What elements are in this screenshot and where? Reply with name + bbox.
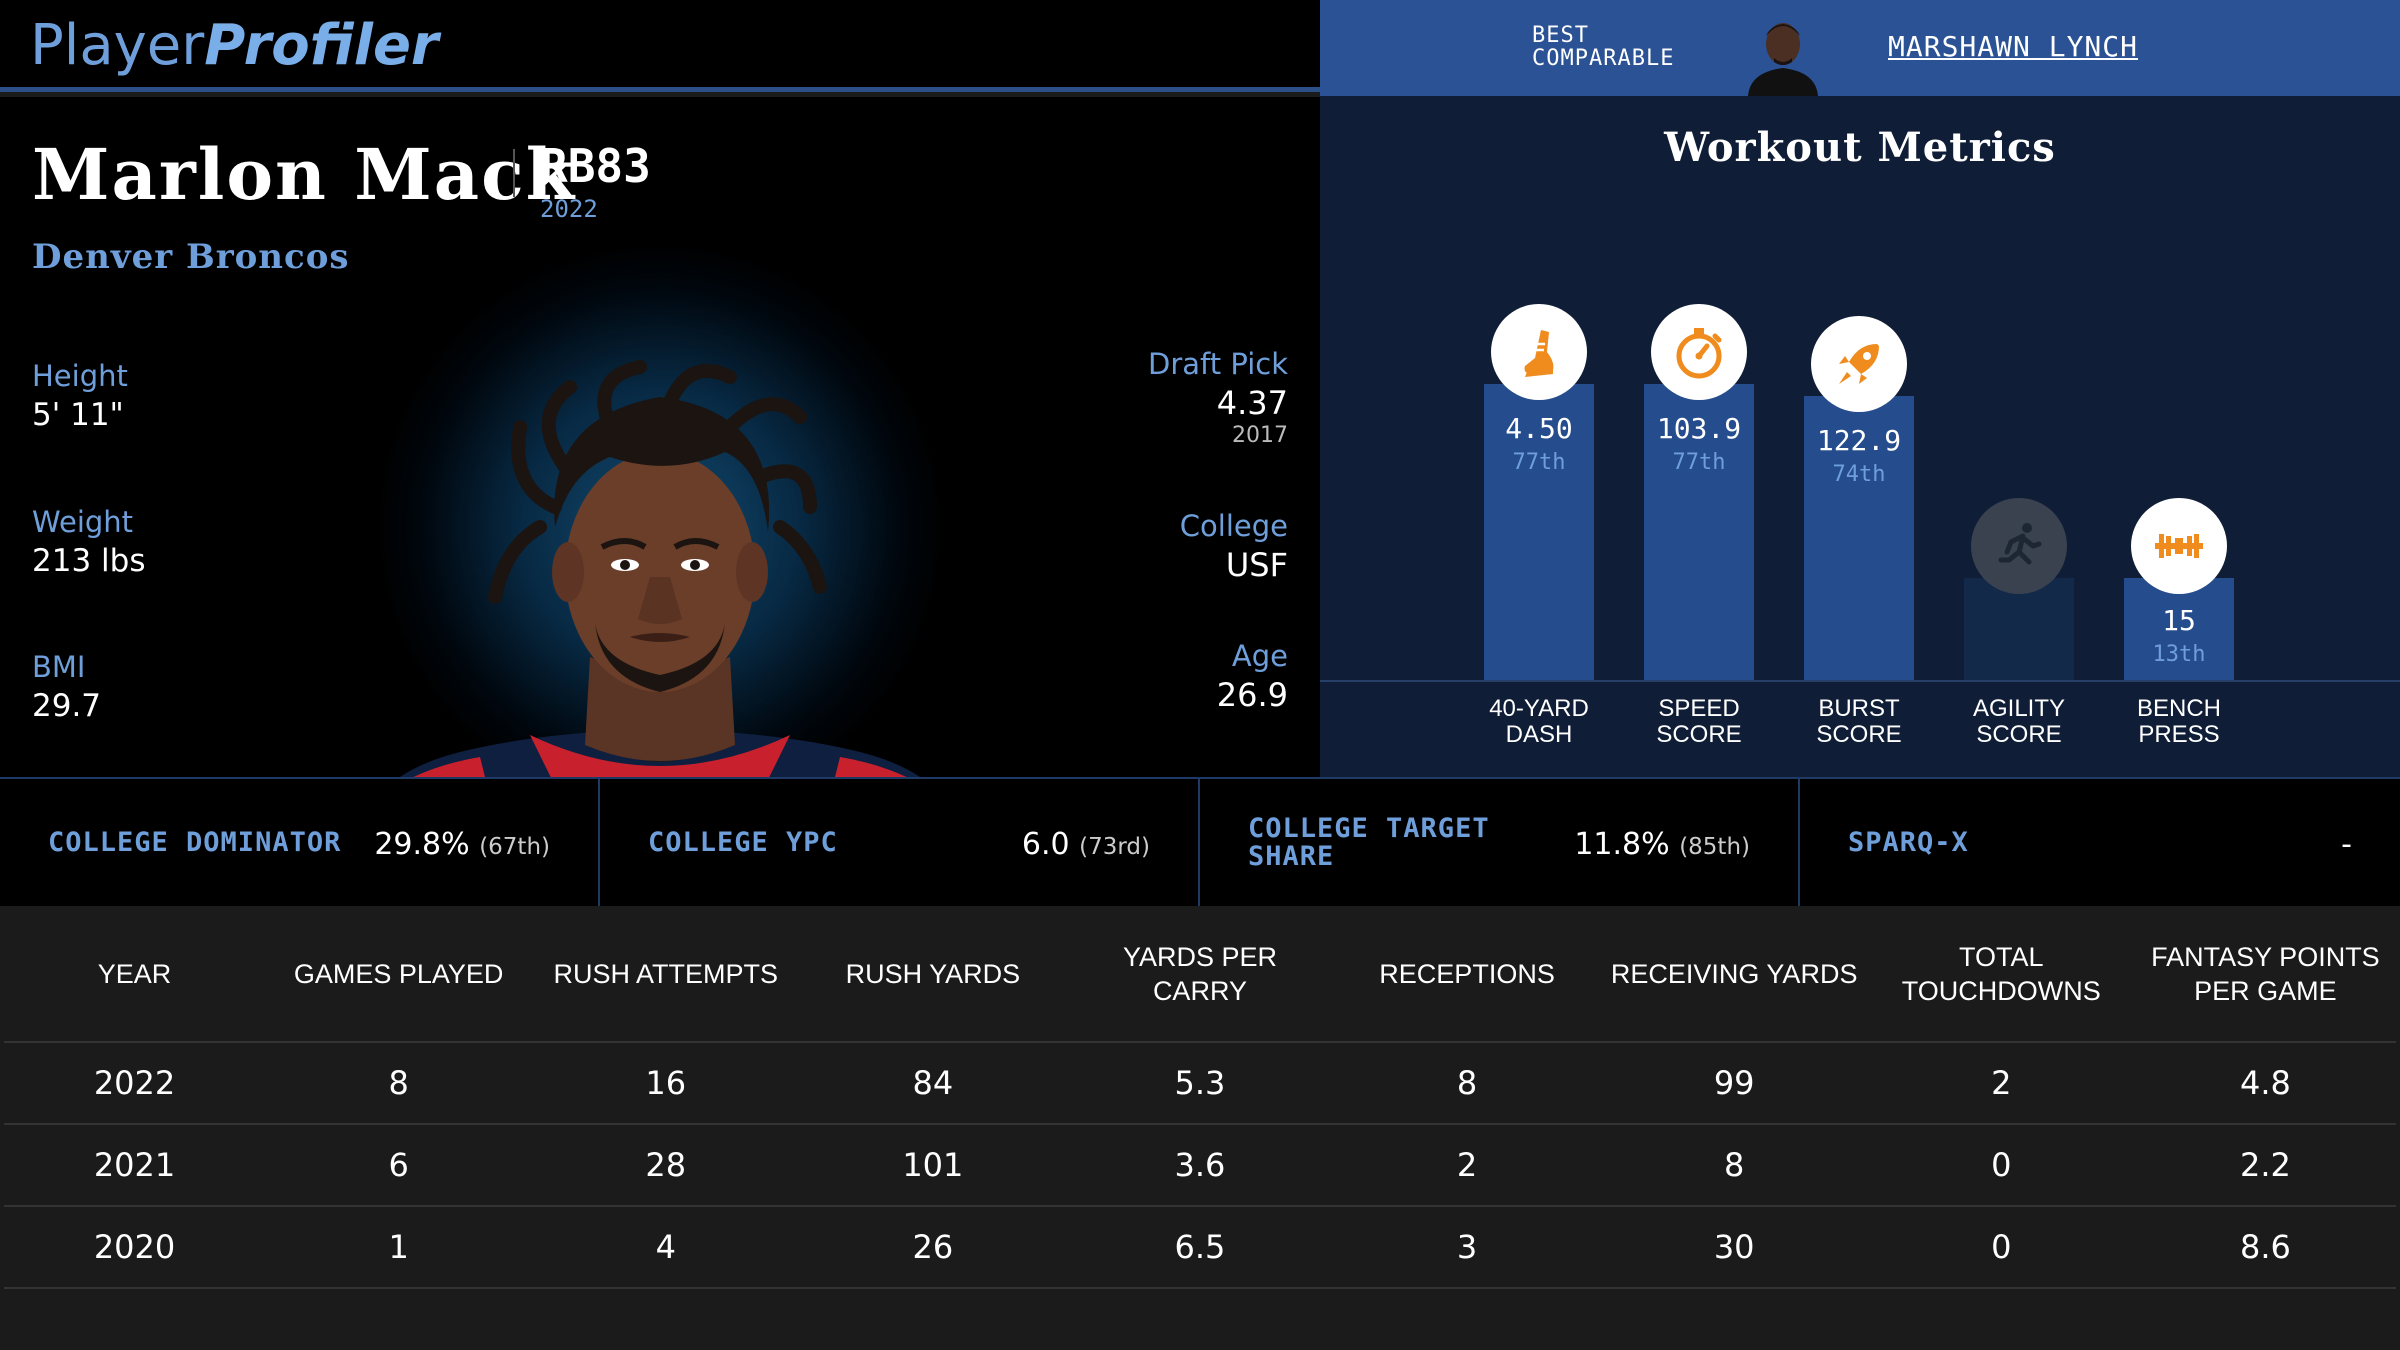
col-receptions[interactable]: RECEPTIONS bbox=[1333, 906, 1601, 1043]
position-rank: RB83 bbox=[540, 139, 651, 193]
metric-bar bbox=[1804, 396, 1914, 680]
table-header-row: YEAR GAMES PLAYED RUSH ATTEMPTS RUSH YAR… bbox=[4, 906, 2396, 1043]
college-ypc-box[interactable]: COLLEGE YPC 6.0 (73rd) bbox=[600, 779, 1200, 906]
table-row: 2020 1 4 26 6.5 3 30 0 8.6 bbox=[4, 1206, 2396, 1289]
table-row: 2022 8 16 84 5.3 8 99 2 4.8 bbox=[4, 1042, 2396, 1125]
col-games-played[interactable]: GAMES PLAYED bbox=[265, 906, 533, 1043]
metric-bar bbox=[1644, 384, 1754, 680]
col-yards-per-carry[interactable]: YARDS PER CARRY bbox=[1066, 906, 1334, 1043]
col-fantasy-points-per-game[interactable]: FANTASY POINTS PER GAME bbox=[2134, 906, 2396, 1043]
sparq-x-box[interactable]: SPARQ-X - bbox=[1848, 827, 2352, 862]
metric-agility-score[interactable]: AGILITY SCORE bbox=[1964, 96, 2074, 777]
metric-bar bbox=[1484, 384, 1594, 680]
table-row: 2021 6 28 101 3.6 2 8 0 2.2 bbox=[4, 1124, 2396, 1207]
college-metrics-strip: COLLEGE DOMINATOR 29.8% (67th) COLLEGE Y… bbox=[0, 777, 2400, 906]
player-hero: Marlon Mack RB83 2022 Denver Broncos Hei… bbox=[0, 97, 1320, 777]
col-receiving-yards[interactable]: RECEIVING YARDS bbox=[1600, 906, 1868, 1043]
barbell-icon bbox=[2131, 498, 2227, 594]
metric-40-yard-dash[interactable]: 4.50 77th 40-YARD DASH bbox=[1484, 96, 1594, 777]
metric-bench-press[interactable]: 15 13th BENCH PRESS bbox=[2124, 96, 2234, 777]
playerprofiler-logo[interactable]: PlayerProfiler bbox=[30, 13, 439, 78]
col-rush-yards[interactable]: RUSH YARDS bbox=[799, 906, 1067, 1043]
draft-pick-stat: Draft Pick 4.37 2017 bbox=[1148, 347, 1288, 448]
workout-metrics-panel: Workout Metrics 4.50 77th 40-YARD DASH 10… bbox=[1320, 96, 2400, 777]
site-header: PlayerProfiler bbox=[0, 0, 1320, 92]
college-target-share-box[interactable]: COLLEGE TARGET SHARE 11.8% (85th) bbox=[1200, 779, 1800, 906]
running-shoe-icon bbox=[1491, 304, 1587, 400]
age-stat: Age 26.9 bbox=[1216, 639, 1288, 714]
comparable-player-link[interactable]: MARSHAWN LYNCH bbox=[1888, 30, 2139, 63]
college-dominator-box[interactable]: COLLEGE DOMINATOR 29.8% (67th) bbox=[0, 779, 600, 906]
metric-bar bbox=[2124, 578, 2234, 680]
col-total-touchdowns[interactable]: TOTAL TOUCHDOWNS bbox=[1867, 906, 2135, 1043]
best-comparable-label: BEST COMPARABLE bbox=[1532, 23, 1675, 71]
season-stats-table: YEAR GAMES PLAYED RUSH ATTEMPTS RUSH YAR… bbox=[0, 906, 2400, 1350]
best-comparable-bar: BEST COMPARABLE MARSHAWN LYNCH bbox=[1320, 0, 2400, 96]
agility-runner-icon bbox=[1971, 498, 2067, 594]
season-year: 2022 bbox=[540, 195, 598, 223]
bmi-stat: BMI 29.7 bbox=[32, 650, 102, 724]
college-stat: College USF bbox=[1179, 509, 1288, 584]
height-stat: Height 5' 11" bbox=[32, 359, 128, 433]
weight-stat: Weight 213 lbs bbox=[32, 505, 146, 579]
metric-burst-score[interactable]: 122.9 74th BURST SCORE bbox=[1804, 96, 1914, 777]
col-rush-attempts[interactable]: RUSH ATTEMPTS bbox=[532, 906, 800, 1043]
metrics-baseline bbox=[1320, 680, 2400, 682]
name-divider bbox=[513, 149, 515, 197]
player-name: Marlon Mack bbox=[32, 133, 577, 216]
comparable-player-avatar[interactable] bbox=[1738, 6, 1828, 96]
rocket-icon bbox=[1811, 316, 1907, 412]
metric-speed-score[interactable]: 103.9 77th SPEED SCORE bbox=[1644, 96, 1754, 777]
col-year[interactable]: YEAR bbox=[4, 906, 266, 1043]
workout-metrics-title: Workout Metrics bbox=[1664, 124, 2056, 171]
metric-bar bbox=[1964, 578, 2074, 680]
player-photo bbox=[399, 360, 921, 777]
team-name[interactable]: Denver Broncos bbox=[32, 237, 350, 277]
stopwatch-icon bbox=[1651, 304, 1747, 400]
